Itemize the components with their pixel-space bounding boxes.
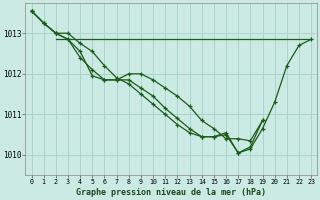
X-axis label: Graphe pression niveau de la mer (hPa): Graphe pression niveau de la mer (hPa) — [76, 188, 266, 197]
